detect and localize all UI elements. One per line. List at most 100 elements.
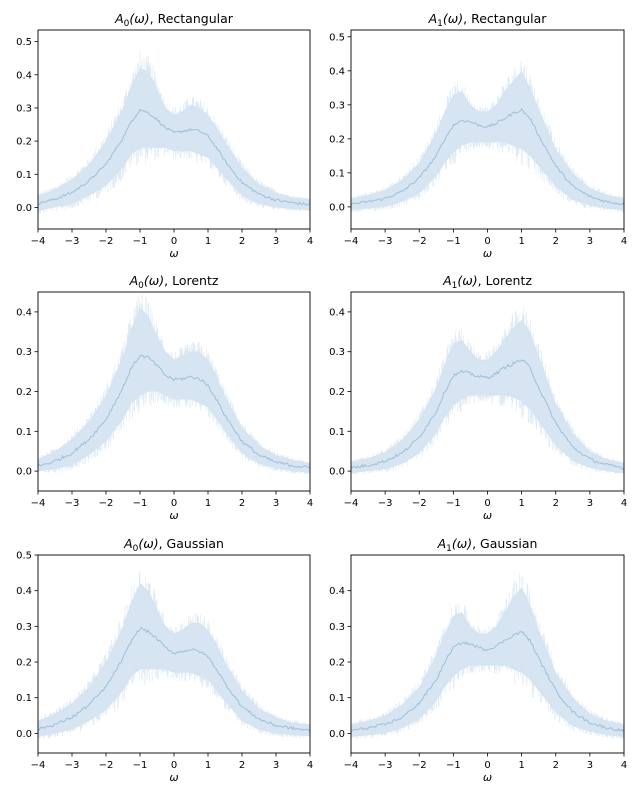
title-var: A <box>129 273 139 288</box>
y-tick-label: 0.2 <box>329 134 345 145</box>
title-var: A <box>428 11 438 26</box>
x-tick-label: 0 <box>484 236 490 247</box>
title-arg: (ω) <box>144 273 164 288</box>
title-subscript: 1 <box>452 281 458 291</box>
y-tick-label: 0.4 <box>16 586 32 597</box>
x-tick-label: −2 <box>412 760 427 771</box>
x-tick-label: −1 <box>446 498 461 509</box>
x-tick-label: −1 <box>446 760 461 771</box>
title-arg: (ω) <box>443 11 463 26</box>
y-tick-label: 0.5 <box>16 37 32 48</box>
plot-area <box>351 307 624 475</box>
x-tick-label: −1 <box>446 236 461 247</box>
chart-title: A0(ω), Gaussian <box>123 536 224 554</box>
x-axis-label: ω <box>483 247 492 260</box>
x-tick-label: −4 <box>31 760 46 771</box>
y-tick-label: 0.4 <box>329 66 345 77</box>
y-tick-label: 0.2 <box>16 137 32 148</box>
y-tick-label: 0.3 <box>16 103 32 114</box>
x-tick-label: 1 <box>205 498 211 509</box>
x-axis-label: ω <box>169 509 178 522</box>
x-tick-label: −1 <box>133 498 148 509</box>
x-tick-label: −2 <box>412 498 427 509</box>
x-tick-label: 2 <box>239 760 245 771</box>
mean-line <box>351 359 624 471</box>
y-tick-label: 0.0 <box>329 467 345 478</box>
x-tick-label: −2 <box>412 236 427 247</box>
title-tail: , Lorentz <box>164 273 219 288</box>
title-var: A <box>442 273 452 288</box>
x-tick-label: −3 <box>65 498 80 509</box>
title-subscript: 1 <box>446 544 452 554</box>
plot-area <box>38 52 310 214</box>
x-tick-label: 1 <box>518 760 524 771</box>
y-tick-label: 0.1 <box>16 427 32 438</box>
y-tick-label: 0.4 <box>329 586 345 597</box>
x-tick-label: 2 <box>239 236 245 247</box>
title-arg: (ω) <box>138 536 158 551</box>
x-axis-label: ω <box>169 247 178 260</box>
x-tick-label: 4 <box>307 498 313 509</box>
x-tick-label: −1 <box>133 760 148 771</box>
y-tick-label: 0.1 <box>16 170 32 181</box>
x-tick-label: −4 <box>344 498 359 509</box>
x-tick-label: 3 <box>587 760 593 771</box>
title-tail: , Lorentz <box>478 273 533 288</box>
y-tick-label: 0.0 <box>16 467 32 478</box>
title-arg: (ω) <box>457 273 477 288</box>
x-tick-label: 4 <box>621 498 627 509</box>
title-subscript: 0 <box>124 19 130 29</box>
mean-line <box>351 630 624 733</box>
x-tick-label: 3 <box>273 236 279 247</box>
y-tick-label: 0.3 <box>16 622 32 633</box>
error-strokes <box>351 573 624 740</box>
x-tick-label: 2 <box>553 498 559 509</box>
error-strokes <box>38 570 310 739</box>
x-tick-label: −3 <box>65 760 80 771</box>
x-tick-label: 1 <box>205 760 211 771</box>
title-arg: (ω) <box>452 536 472 551</box>
x-tick-label: 0 <box>171 760 177 771</box>
plot-area <box>38 294 310 475</box>
chart-title: A1(ω), Lorentz <box>442 273 532 291</box>
y-tick-label: 0.3 <box>329 622 345 633</box>
x-axis-label: ω <box>483 771 492 784</box>
title-subscript: 0 <box>133 544 139 554</box>
title-tail: , Gaussian <box>159 536 224 551</box>
title-tail: , Rectangular <box>463 11 547 26</box>
x-tick-label: −3 <box>378 498 393 509</box>
chart-title: A0(ω), Lorentz <box>129 273 219 291</box>
x-tick-label: 3 <box>273 498 279 509</box>
y-tick-label: 0.4 <box>16 307 32 318</box>
x-tick-label: 2 <box>239 498 245 509</box>
title-var: A <box>123 536 133 551</box>
x-tick-label: 3 <box>273 760 279 771</box>
y-tick-label: 0.4 <box>329 307 345 318</box>
x-tick-label: 1 <box>205 236 211 247</box>
x-tick-label: 0 <box>171 498 177 509</box>
y-tick-label: 0.5 <box>329 32 345 43</box>
plot-area <box>351 61 624 213</box>
x-tick-label: −3 <box>378 760 393 771</box>
y-tick-label: 0.1 <box>329 427 345 438</box>
y-tick-label: 0.3 <box>329 100 345 111</box>
title-var: A <box>114 11 124 26</box>
y-tick-label: 0.0 <box>16 203 32 214</box>
x-tick-label: 2 <box>553 760 559 771</box>
x-tick-label: −4 <box>31 498 46 509</box>
chart-title: A0(ω), Rectangular <box>114 11 234 29</box>
x-tick-label: −4 <box>31 236 46 247</box>
mean-line <box>351 108 624 206</box>
x-tick-label: 3 <box>587 498 593 509</box>
x-tick-label: −2 <box>99 498 114 509</box>
x-tick-label: 4 <box>307 760 313 771</box>
x-tick-label: −3 <box>65 236 80 247</box>
y-tick-label: 0.4 <box>16 70 32 81</box>
x-tick-label: 0 <box>484 498 490 509</box>
x-tick-label: −4 <box>344 236 359 247</box>
x-tick-label: 4 <box>621 236 627 247</box>
plot-area <box>38 570 310 739</box>
title-arg: (ω) <box>129 11 149 26</box>
mean-line <box>38 354 310 469</box>
